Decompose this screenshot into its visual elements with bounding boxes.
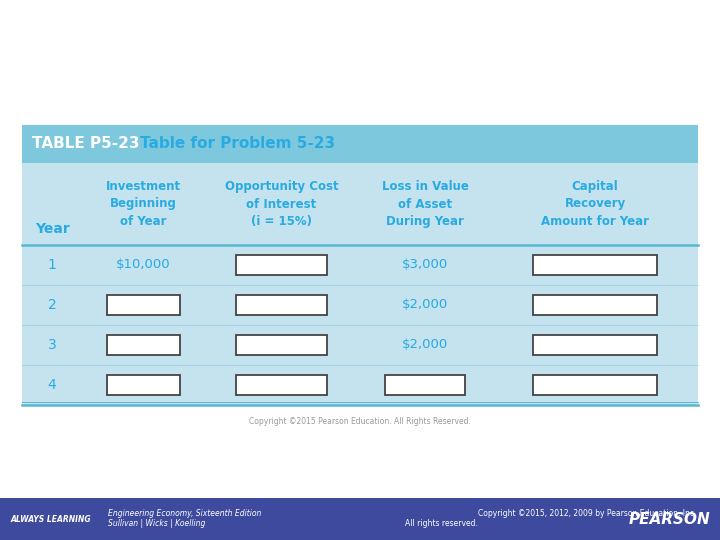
Bar <box>534 375 657 395</box>
Bar <box>22 245 698 285</box>
Bar <box>107 335 181 355</box>
Bar <box>235 295 328 315</box>
Bar <box>22 365 698 405</box>
Text: $2,000: $2,000 <box>402 299 448 312</box>
Text: Opportunity Cost
of Interest
(i = 15%): Opportunity Cost of Interest (i = 15%) <box>225 180 338 228</box>
Text: $3,000: $3,000 <box>402 259 448 272</box>
Text: Engineering Economy, Sixteenth Edition: Engineering Economy, Sixteenth Edition <box>108 510 261 518</box>
Text: 1: 1 <box>48 258 56 272</box>
Bar <box>534 295 657 315</box>
Bar <box>107 295 181 315</box>
Text: Sullivan | Wicks | Koelling: Sullivan | Wicks | Koelling <box>108 519 205 529</box>
Text: Investment
Beginning
of Year: Investment Beginning of Year <box>106 180 181 228</box>
Text: 4: 4 <box>48 378 56 392</box>
Text: 3: 3 <box>48 338 56 352</box>
Bar <box>22 325 698 365</box>
Bar <box>235 335 328 355</box>
Text: TABLE P5-23: TABLE P5-23 <box>32 137 140 152</box>
Bar <box>534 254 657 275</box>
Bar <box>22 163 698 245</box>
Text: Copyright ©2015 Pearson Education. All Rights Reserved.: Copyright ©2015 Pearson Education. All R… <box>249 417 471 426</box>
Bar <box>107 375 181 395</box>
Text: All rights reserved.: All rights reserved. <box>405 519 478 529</box>
Bar <box>22 125 698 163</box>
Bar <box>384 375 465 395</box>
Text: Table for Problem 5-23: Table for Problem 5-23 <box>140 137 335 152</box>
Text: PEARSON: PEARSON <box>629 511 710 526</box>
Text: $10,000: $10,000 <box>116 259 171 272</box>
Bar <box>235 254 328 275</box>
Text: Copyright ©2015, 2012, 2009 by Pearson Education, Inc.: Copyright ©2015, 2012, 2009 by Pearson E… <box>478 510 696 518</box>
Text: Year: Year <box>35 222 69 236</box>
Text: ALWAYS LEARNING: ALWAYS LEARNING <box>10 515 91 523</box>
Text: Capital
Recovery
Amount for Year: Capital Recovery Amount for Year <box>541 180 649 228</box>
Bar <box>534 335 657 355</box>
Bar <box>22 285 698 325</box>
Text: Loss in Value
of Asset
During Year: Loss in Value of Asset During Year <box>382 180 469 228</box>
Bar <box>0 498 720 540</box>
Text: $2,000: $2,000 <box>402 339 448 352</box>
Bar <box>235 375 328 395</box>
Text: 2: 2 <box>48 298 56 312</box>
